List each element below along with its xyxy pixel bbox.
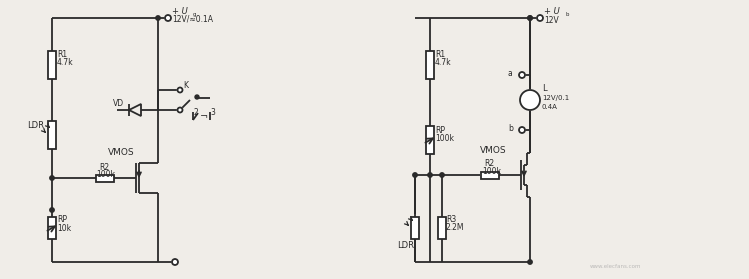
Circle shape [528,16,533,20]
Text: 3: 3 [210,108,215,117]
Circle shape [172,259,178,265]
Circle shape [519,72,525,78]
Circle shape [49,176,54,180]
Text: R1: R1 [435,50,445,59]
Text: 12V: 12V [544,16,559,25]
Circle shape [528,260,533,264]
Text: R1: R1 [57,50,67,59]
Circle shape [195,95,199,99]
Text: b: b [508,124,513,133]
Text: R2: R2 [99,163,109,172]
Text: LDR: LDR [397,241,414,250]
Circle shape [537,15,543,21]
Text: g: g [193,12,196,17]
Circle shape [519,127,525,133]
Text: R2: R2 [484,159,494,168]
Text: VMOS: VMOS [108,148,135,157]
Bar [48,217,56,239]
Text: 12V/0.1: 12V/0.1 [542,95,569,101]
Circle shape [413,173,417,177]
Circle shape [520,90,540,110]
Text: 100k: 100k [482,167,501,176]
Bar [96,174,114,182]
Bar [426,51,434,79]
Text: VD: VD [113,99,124,108]
Circle shape [156,16,160,20]
Text: b: b [565,12,568,17]
Text: LDR: LDR [27,121,44,130]
Circle shape [49,208,54,212]
Bar [481,172,499,179]
Circle shape [428,173,432,177]
Text: 2.2M: 2.2M [446,223,464,232]
Text: VMOS: VMOS [480,146,506,155]
Bar [48,51,56,79]
Circle shape [178,107,183,112]
Bar [48,121,56,149]
Text: www.elecfans.com: www.elecfans.com [590,264,641,269]
Text: 100k: 100k [96,170,115,179]
Circle shape [165,15,171,21]
Bar [426,126,434,154]
Text: 100k: 100k [435,134,454,143]
Circle shape [178,88,183,93]
Text: 4.7k: 4.7k [435,58,452,67]
Bar [438,217,446,239]
Text: 10k: 10k [57,224,71,233]
Text: R3: R3 [446,215,456,224]
Bar [411,217,419,239]
Text: + U: + U [172,7,188,16]
Text: 2: 2 [193,108,198,117]
Text: a: a [508,69,513,78]
Text: 4.7k: 4.7k [57,58,73,67]
Text: RP: RP [57,215,67,224]
Text: + U: + U [544,7,560,16]
Text: L: L [542,84,547,93]
Text: RP: RP [435,126,445,135]
Text: K: K [183,81,188,90]
Text: 0.4A: 0.4A [542,104,558,110]
Text: 12V/≈0.1A: 12V/≈0.1A [172,15,213,24]
Circle shape [440,173,444,177]
Text: ¬: ¬ [200,112,208,122]
Circle shape [528,16,533,20]
